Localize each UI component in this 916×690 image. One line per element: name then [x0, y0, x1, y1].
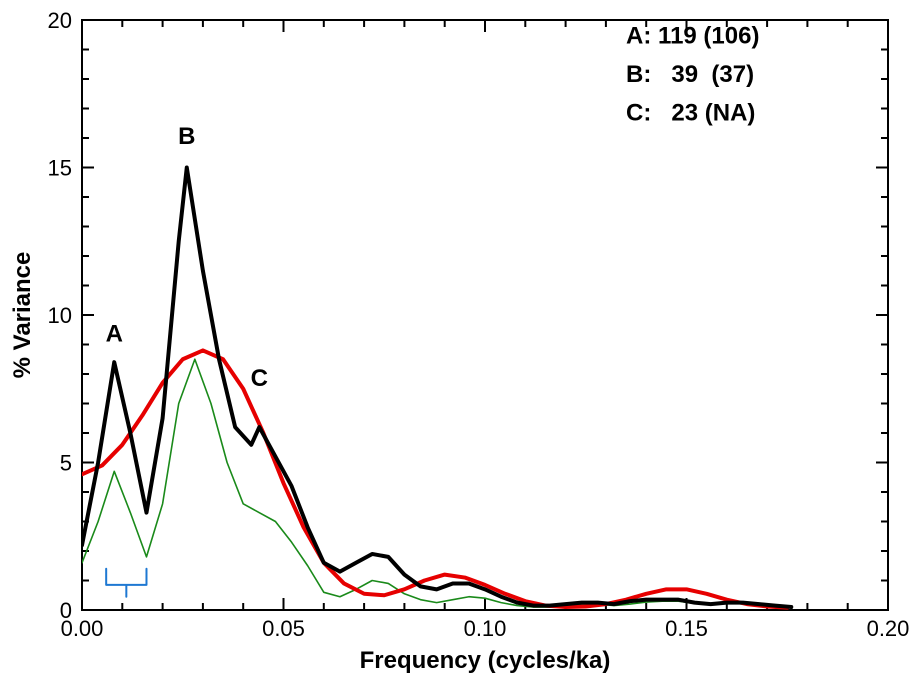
x-axis-label: Frequency (cycles/ka) — [360, 647, 611, 674]
x-tick-label: 0.05 — [262, 616, 305, 641]
legend-line: A: 119 (106) — [626, 23, 759, 50]
peak-label-c: C — [251, 365, 268, 392]
legend-line: B: 39 (37) — [626, 61, 754, 88]
chart-container: 0.000.050.100.150.2005101520Frequency (c… — [0, 0, 916, 690]
y-tick-label: 0 — [60, 598, 72, 623]
x-tick-label: 0.15 — [665, 616, 708, 641]
legend-line: C: 23 (NA) — [626, 99, 755, 126]
peak-label-b: B — [178, 123, 195, 150]
chart-svg: 0.000.050.100.150.2005101520Frequency (c… — [0, 0, 916, 690]
x-tick-label: 0.20 — [867, 616, 910, 641]
peak-label-a: A — [106, 321, 123, 348]
y-tick-label: 5 — [60, 451, 72, 476]
y-axis-label: % Variance — [9, 252, 36, 379]
y-tick-label: 15 — [48, 156, 72, 181]
y-tick-label: 20 — [48, 8, 72, 33]
y-tick-label: 10 — [48, 303, 72, 328]
x-tick-label: 0.10 — [464, 616, 507, 641]
